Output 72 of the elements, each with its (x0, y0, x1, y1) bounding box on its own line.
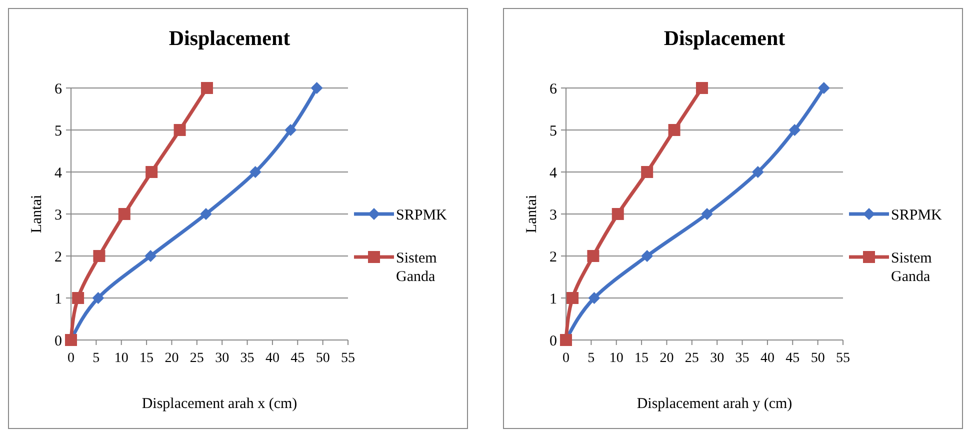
point (72, 292, 84, 304)
point (92, 292, 104, 304)
y-tick-label: 0 (54, 333, 62, 350)
x-tick-label: 30 (215, 351, 230, 366)
point (641, 166, 654, 178)
x-tick-label: 0 (68, 351, 74, 366)
legend-label: Sistem Ganda (396, 250, 438, 285)
x-tick-label: 0 (562, 351, 570, 366)
point (752, 166, 764, 178)
x-tick-label: 10 (609, 351, 624, 366)
point (284, 124, 297, 136)
y-tick-label: 4 (54, 165, 62, 182)
point (200, 208, 212, 220)
x-tick-label: 20 (660, 351, 674, 366)
x-axis-title: Displacement arah x (cm) (142, 396, 298, 412)
y-tick-label: 2 (550, 249, 557, 266)
y-axis-title: Lantai (29, 194, 45, 234)
x-tick-label: 35 (735, 351, 750, 366)
x-tick-label: 45 (290, 351, 305, 366)
x-tick-label: 45 (786, 351, 800, 366)
x-tick-label: 15 (634, 351, 649, 366)
chart-title: Displacement (168, 26, 290, 50)
point (118, 208, 130, 220)
y-tick-label: 1 (54, 291, 62, 308)
y-tick-label: 3 (54, 207, 62, 224)
x-tick-label: 5 (92, 351, 100, 366)
y-tick-label: 6 (54, 81, 62, 98)
x-tick-label: 40 (265, 351, 280, 366)
point (641, 250, 654, 262)
point (696, 82, 708, 94)
y-tick-label: 4 (550, 165, 558, 182)
y-tick-label: 0 (550, 333, 557, 350)
point (668, 124, 680, 136)
point (146, 166, 158, 178)
point (612, 208, 624, 220)
x-tick-label: 40 (760, 351, 774, 366)
y-axis-title: Lantai (524, 194, 540, 234)
legend-label: Sistem Ganda (891, 250, 932, 285)
x-tick-label: 50 (810, 351, 825, 366)
y-tick-label: 1 (550, 291, 557, 308)
x-tick-label: 55 (341, 351, 355, 366)
y-tick-label: 5 (54, 123, 62, 140)
x-tick-label: 30 (710, 351, 724, 366)
point (310, 82, 323, 94)
point (701, 208, 714, 220)
y-tick-label: 6 (550, 81, 558, 98)
point (566, 292, 579, 304)
point (587, 250, 600, 262)
x-tick-label: 35 (240, 351, 254, 366)
point (788, 124, 801, 136)
point (174, 124, 186, 136)
y-tick-label: 3 (550, 207, 557, 224)
point (588, 292, 600, 304)
x-axis-title: Displacement arah y (cm) (636, 396, 792, 412)
point (93, 250, 106, 262)
x-tick-label: 5 (588, 351, 595, 366)
x-tick-label: 55 (836, 351, 850, 366)
y-tick-label: 2 (54, 249, 62, 266)
x-tick-label: 25 (684, 351, 699, 366)
x-tick-label: 50 (316, 351, 330, 366)
x-tick-label: 25 (190, 351, 204, 366)
x-tick-label: 15 (140, 351, 154, 366)
y-tick-label: 5 (550, 123, 557, 140)
x-tick-label: 20 (164, 351, 179, 366)
point (200, 82, 213, 94)
chart-title: Displacement (664, 26, 786, 50)
x-tick-label: 10 (114, 351, 128, 366)
legend-label: SRPMK (891, 207, 942, 224)
point (144, 250, 157, 262)
legend-label: SRPMK (396, 207, 448, 224)
point (249, 166, 262, 178)
point (818, 82, 830, 94)
